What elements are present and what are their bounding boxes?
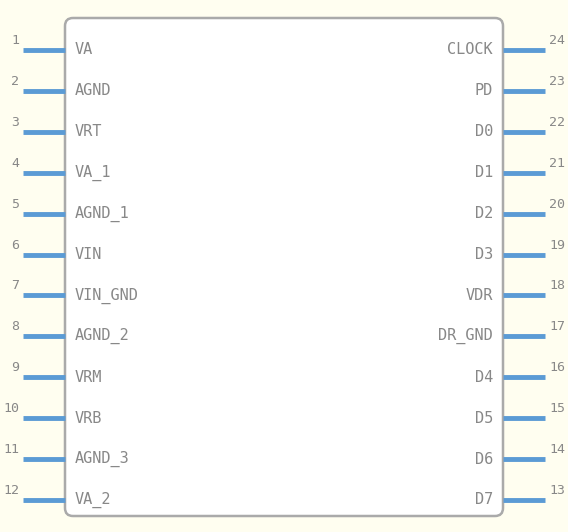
Text: VA_1: VA_1 bbox=[75, 164, 111, 181]
Text: 19: 19 bbox=[549, 238, 565, 252]
Text: 17: 17 bbox=[549, 320, 565, 334]
Text: AGND_1: AGND_1 bbox=[75, 205, 130, 222]
Text: AGND_3: AGND_3 bbox=[75, 451, 130, 467]
Text: DR_GND: DR_GND bbox=[438, 328, 493, 344]
Text: 11: 11 bbox=[3, 443, 19, 456]
Text: 1: 1 bbox=[11, 34, 19, 47]
Text: 18: 18 bbox=[549, 279, 565, 293]
Text: VIN: VIN bbox=[75, 247, 102, 262]
Text: AGND_2: AGND_2 bbox=[75, 328, 130, 344]
Text: 8: 8 bbox=[11, 320, 19, 334]
Text: VA: VA bbox=[75, 43, 93, 57]
Text: 2: 2 bbox=[11, 75, 19, 88]
Text: 23: 23 bbox=[549, 75, 565, 88]
FancyBboxPatch shape bbox=[65, 18, 503, 516]
Text: 5: 5 bbox=[11, 197, 19, 211]
Text: AGND: AGND bbox=[75, 84, 111, 98]
Text: 6: 6 bbox=[11, 238, 19, 252]
Text: D1: D1 bbox=[475, 165, 493, 180]
Text: CLOCK: CLOCK bbox=[448, 43, 493, 57]
Text: 10: 10 bbox=[3, 402, 19, 415]
Text: 13: 13 bbox=[549, 484, 565, 497]
Text: D6: D6 bbox=[475, 452, 493, 467]
Text: D7: D7 bbox=[475, 493, 493, 508]
Text: 4: 4 bbox=[11, 157, 19, 170]
Text: PD: PD bbox=[475, 84, 493, 98]
Text: 24: 24 bbox=[549, 34, 565, 47]
Text: VA_2: VA_2 bbox=[75, 492, 111, 508]
Text: D4: D4 bbox=[475, 370, 493, 385]
Text: D5: D5 bbox=[475, 411, 493, 426]
Text: VRM: VRM bbox=[75, 370, 102, 385]
Text: 14: 14 bbox=[549, 443, 565, 456]
Text: VRT: VRT bbox=[75, 124, 102, 139]
Text: 12: 12 bbox=[3, 484, 19, 497]
Text: 9: 9 bbox=[11, 361, 19, 375]
Text: D0: D0 bbox=[475, 124, 493, 139]
Text: 15: 15 bbox=[549, 402, 565, 415]
Text: 22: 22 bbox=[549, 116, 565, 129]
Text: 20: 20 bbox=[549, 197, 565, 211]
Text: D3: D3 bbox=[475, 247, 493, 262]
Text: D2: D2 bbox=[475, 206, 493, 221]
Text: 7: 7 bbox=[11, 279, 19, 293]
Text: VRB: VRB bbox=[75, 411, 102, 426]
Text: 16: 16 bbox=[549, 361, 565, 375]
Text: 21: 21 bbox=[549, 157, 565, 170]
Text: VIN_GND: VIN_GND bbox=[75, 287, 139, 304]
Text: 3: 3 bbox=[11, 116, 19, 129]
Text: VDR: VDR bbox=[466, 288, 493, 303]
